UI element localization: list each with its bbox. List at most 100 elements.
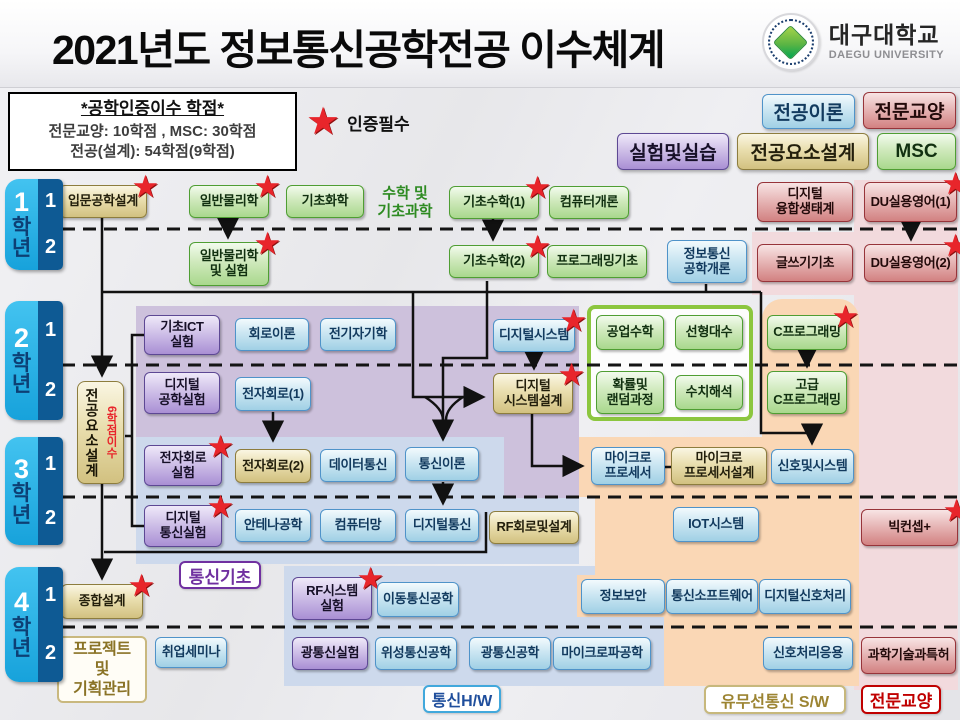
legend-item: 전공이론 bbox=[762, 94, 855, 129]
course-box: 전자회로(2) bbox=[235, 449, 311, 483]
course-box: RF시스템 실험 ★ bbox=[292, 563, 384, 620]
credit-info-title: *공학인증이수 학점* bbox=[80, 99, 225, 118]
required-star-icon: ★ bbox=[253, 226, 282, 261]
course-box: 디지털 공학실험 bbox=[144, 372, 220, 414]
credit-info-box: *공학인증이수 학점* 전문교양: 10학점 , MSC: 30학점 전공(설계… bbox=[8, 92, 297, 171]
group-label: 통신기초 bbox=[179, 561, 261, 589]
side-box-label: 전공요소설계 bbox=[84, 387, 100, 478]
course-name: 프로그래밍기초 bbox=[556, 253, 638, 269]
course-name: 디지털 융합생태계 bbox=[775, 186, 835, 216]
course-name: 프로젝트 및 기획관리 bbox=[73, 640, 131, 698]
year-number: 1 bbox=[13, 187, 30, 218]
required-star-icon: ★ bbox=[206, 429, 235, 464]
semester-number: 1 bbox=[44, 319, 57, 342]
course-name: 과학기술과특허 bbox=[867, 647, 950, 663]
course-name: IOT시스템 bbox=[688, 516, 744, 532]
course-name: 공업수학 bbox=[606, 324, 654, 340]
course-box: 디지털 시스템설계 ★ bbox=[493, 359, 585, 414]
course-box: 신호및시스템 bbox=[771, 449, 854, 484]
semester-number: 2 bbox=[44, 506, 57, 529]
year-char-hak: 학 bbox=[11, 215, 32, 239]
semester-number: 2 bbox=[44, 641, 57, 664]
course-box: 입문공학설계 ★ bbox=[59, 171, 159, 218]
course-name: 기초화학 bbox=[301, 193, 349, 209]
course-name: 마이크로 프로세서설계 bbox=[684, 450, 754, 480]
course-box: 광통신실험 bbox=[292, 637, 368, 670]
course-box: 선형대수 bbox=[675, 315, 743, 350]
year-number: 3 bbox=[13, 453, 30, 484]
course-box: 기초수학(2) ★ bbox=[449, 231, 551, 278]
course-box: 디지털시스템 ★ bbox=[493, 305, 587, 352]
course-box: 컴퓨터개론 bbox=[549, 186, 629, 219]
course-name: 회로이론 bbox=[248, 326, 296, 342]
credit-info-line: 전문교양: 10학점 , MSC: 30학점 bbox=[48, 122, 257, 140]
course-name: 광통신실험 bbox=[300, 645, 360, 661]
year-char-hak: 학 bbox=[11, 615, 32, 639]
course-name: 기초ICT 실험 bbox=[160, 319, 204, 349]
course-name: 광통신공학 bbox=[480, 645, 540, 661]
course-name: 컴퓨터개론 bbox=[559, 194, 619, 210]
star-icon: ★ bbox=[306, 101, 341, 143]
course-box: 위성통신공학 bbox=[375, 637, 457, 670]
course-name: 위성통신공학 bbox=[381, 645, 451, 661]
star-legend-label: 인증필수 bbox=[347, 114, 410, 134]
course-box: 공업수학 bbox=[596, 315, 664, 350]
course-name: 정보보안 bbox=[599, 588, 647, 604]
year-number: 2 bbox=[13, 323, 30, 354]
page-title: 2021년도 정보통신공학전공 이수체계 bbox=[52, 27, 666, 73]
course-box: 데이터통신 bbox=[320, 449, 396, 482]
course-name: 데이터통신 bbox=[328, 457, 388, 473]
course-box: 회로이론 bbox=[235, 318, 309, 351]
course-name: 기초수학(2) bbox=[463, 253, 525, 269]
course-box: 전자회로(1) bbox=[235, 377, 311, 411]
course-box: 디지털신호처리 bbox=[759, 579, 851, 614]
group-label: 수학 및 기초과학 bbox=[377, 185, 433, 220]
course-box: 전자회로 실험 ★ bbox=[144, 431, 234, 486]
course-name: 전자회로(2) bbox=[242, 457, 304, 473]
course-box: 일반물리학 ★ bbox=[189, 171, 281, 218]
star-legend: ★ 인증필수 bbox=[306, 103, 410, 141]
course-box: 신호처리응용 bbox=[763, 637, 853, 670]
required-star-icon: ★ bbox=[523, 229, 552, 264]
required-star-icon: ★ bbox=[941, 166, 960, 201]
course-name: 종합설계 bbox=[78, 593, 126, 609]
required-star-icon: ★ bbox=[942, 493, 960, 528]
course-box: 전기자기학 bbox=[320, 318, 396, 351]
year-char-hak: 학 bbox=[11, 482, 32, 506]
course-name: 전자회로 실험 bbox=[159, 449, 207, 480]
required-star-icon: ★ bbox=[831, 299, 860, 334]
course-box: 확률및 랜덤과정 bbox=[596, 371, 664, 414]
required-star-icon: ★ bbox=[523, 170, 552, 205]
course-box: 취업세미나 bbox=[155, 637, 227, 668]
course-name: DU실용영어(2) bbox=[870, 254, 951, 270]
required-star-icon: ★ bbox=[253, 169, 282, 204]
course-box: 기초수학(1) ★ bbox=[449, 172, 551, 219]
course-name: 기초수학(1) bbox=[463, 194, 525, 210]
university-logo: 대구대학교 DAEGU UNIVERSITY bbox=[761, 13, 944, 71]
semester-number: 1 bbox=[44, 584, 57, 607]
course-name: 전자회로(1) bbox=[242, 385, 304, 401]
year-char-nyeon: 년 bbox=[11, 503, 32, 527]
group-label: 유무선통신 S/W bbox=[704, 685, 846, 714]
required-star-icon: ★ bbox=[941, 228, 960, 263]
course-box: DU실용영어(2) ★ bbox=[864, 230, 960, 282]
semester-number: 1 bbox=[44, 190, 57, 213]
course-name: 마이크로 프로세서 bbox=[604, 450, 652, 480]
course-name: 디지털 공학실험 bbox=[158, 377, 206, 407]
course-box: 글쓰기기초 bbox=[757, 244, 853, 282]
course-name: 취업세미나 bbox=[161, 644, 221, 660]
course-box: 정보보안 bbox=[581, 579, 665, 614]
course-box: 마이크로 프로세서설계 bbox=[671, 447, 767, 485]
year-char-nyeon: 년 bbox=[11, 237, 32, 261]
course-box: 프로젝트 및 기획관리 bbox=[57, 636, 147, 703]
course-name: 이동통신공학 bbox=[383, 591, 453, 607]
emblem-ring bbox=[767, 19, 814, 65]
